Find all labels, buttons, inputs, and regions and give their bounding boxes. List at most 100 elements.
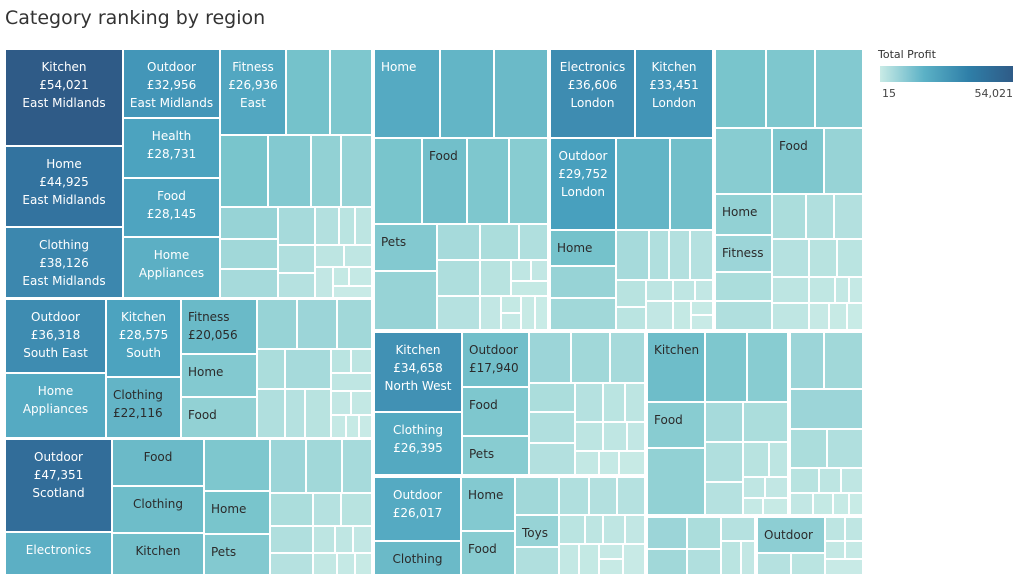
treemap-tile[interactable]	[354, 527, 371, 552]
treemap-tile[interactable]	[516, 548, 558, 574]
treemap-tile[interactable]	[820, 469, 840, 492]
treemap-tile[interactable]	[375, 478, 460, 540]
treemap-tile[interactable]	[205, 535, 269, 574]
treemap-tile[interactable]	[6, 300, 105, 372]
treemap-tile[interactable]	[716, 50, 765, 127]
treemap-tile[interactable]	[716, 195, 771, 234]
treemap-tile[interactable]	[182, 300, 256, 353]
treemap-tile[interactable]	[342, 494, 371, 525]
treemap-tile[interactable]	[113, 534, 203, 574]
treemap-tile[interactable]	[520, 225, 547, 259]
treemap-tile[interactable]	[742, 542, 754, 574]
treemap-tile[interactable]	[791, 469, 818, 492]
treemap-tile[interactable]	[332, 374, 371, 390]
treemap-tile[interactable]	[338, 554, 354, 574]
treemap-tile[interactable]	[670, 231, 689, 279]
treemap-tile[interactable]	[314, 494, 340, 525]
treemap-tile[interactable]	[617, 281, 645, 306]
treemap-tile[interactable]	[124, 50, 219, 117]
treemap-tile[interactable]	[600, 452, 618, 474]
treemap-tile[interactable]	[336, 527, 352, 552]
treemap-tile[interactable]	[279, 246, 314, 272]
treemap-tile[interactable]	[182, 398, 256, 437]
treemap-tile[interactable]	[810, 304, 828, 329]
treemap-tile[interactable]	[356, 208, 371, 244]
treemap-tile[interactable]	[590, 478, 616, 514]
treemap-tile[interactable]	[352, 350, 371, 372]
treemap-tile[interactable]	[604, 516, 624, 543]
treemap-tile[interactable]	[530, 413, 574, 442]
treemap-tile[interactable]	[510, 139, 547, 223]
treemap-tile[interactable]	[600, 560, 622, 574]
treemap-tile[interactable]	[495, 50, 547, 137]
treemap-tile[interactable]	[764, 499, 787, 514]
treemap-tile[interactable]	[748, 333, 787, 401]
treemap-tile[interactable]	[617, 308, 645, 329]
treemap-tile[interactable]	[716, 302, 771, 329]
treemap-tile[interactable]	[221, 136, 267, 206]
treemap-tile[interactable]	[744, 478, 764, 497]
treemap-tile[interactable]	[6, 147, 122, 226]
treemap-tile[interactable]	[836, 278, 848, 302]
treemap-tile[interactable]	[674, 281, 694, 300]
treemap-tile[interactable]	[692, 302, 712, 314]
treemap-tile[interactable]	[688, 550, 720, 574]
treemap-tile[interactable]	[624, 545, 644, 574]
treemap-tile[interactable]	[722, 542, 740, 574]
treemap-tile[interactable]	[205, 492, 269, 533]
treemap-tile[interactable]	[744, 403, 787, 441]
treemap-tile[interactable]	[286, 390, 304, 437]
treemap-tile[interactable]	[716, 236, 771, 271]
treemap-tile[interactable]	[375, 139, 421, 223]
treemap-tile[interactable]	[744, 499, 762, 514]
treemap-tile[interactable]	[516, 478, 558, 514]
treemap-tile[interactable]	[522, 297, 534, 329]
treemap-tile[interactable]	[576, 423, 602, 450]
treemap-tile[interactable]	[850, 494, 862, 514]
treemap-tile[interactable]	[481, 297, 500, 329]
treemap-tile[interactable]	[441, 50, 493, 137]
treemap-tile[interactable]	[825, 333, 862, 388]
treemap-tile[interactable]	[691, 231, 712, 279]
treemap-tile[interactable]	[334, 268, 348, 285]
treemap-tile[interactable]	[107, 378, 180, 437]
treemap-tile[interactable]	[113, 487, 203, 532]
treemap-tile[interactable]	[345, 246, 371, 266]
treemap-tile[interactable]	[706, 333, 746, 401]
treemap-tile[interactable]	[6, 440, 111, 531]
treemap-tile[interactable]	[375, 225, 436, 270]
treemap-tile[interactable]	[512, 261, 530, 280]
treemap-tile[interactable]	[375, 50, 439, 137]
treemap-tile[interactable]	[766, 478, 787, 497]
treemap-tile[interactable]	[628, 423, 644, 450]
treemap-tile[interactable]	[375, 542, 460, 574]
treemap-tile[interactable]	[692, 316, 712, 329]
treemap-tile[interactable]	[438, 261, 479, 295]
treemap-tile[interactable]	[6, 228, 122, 297]
treemap-tile[interactable]	[648, 449, 704, 514]
treemap-tile[interactable]	[551, 50, 634, 137]
treemap-tile[interactable]	[271, 554, 312, 574]
treemap-tile[interactable]	[332, 350, 350, 372]
treemap-tile[interactable]	[124, 238, 219, 297]
treemap-tile[interactable]	[604, 423, 626, 450]
treemap-tile[interactable]	[551, 139, 615, 229]
treemap-tile[interactable]	[463, 437, 528, 474]
treemap-tile[interactable]	[271, 527, 312, 552]
treemap-tile[interactable]	[221, 208, 277, 238]
treemap-tile[interactable]	[791, 494, 812, 514]
treemap-tile[interactable]	[279, 208, 314, 244]
treemap-tile[interactable]	[696, 281, 712, 300]
treemap-tile[interactable]	[502, 314, 520, 329]
treemap-tile[interactable]	[375, 413, 461, 474]
treemap-tile[interactable]	[221, 50, 285, 134]
treemap-tile[interactable]	[316, 208, 338, 244]
treemap-tile[interactable]	[825, 129, 862, 193]
treemap-tile[interactable]	[314, 554, 336, 574]
treemap-tile[interactable]	[287, 50, 329, 134]
treemap-tile[interactable]	[648, 403, 704, 447]
treemap-tile[interactable]	[572, 333, 609, 382]
treemap-tile[interactable]	[830, 304, 846, 329]
treemap-tile[interactable]	[618, 478, 644, 514]
treemap-tile[interactable]	[512, 282, 547, 295]
